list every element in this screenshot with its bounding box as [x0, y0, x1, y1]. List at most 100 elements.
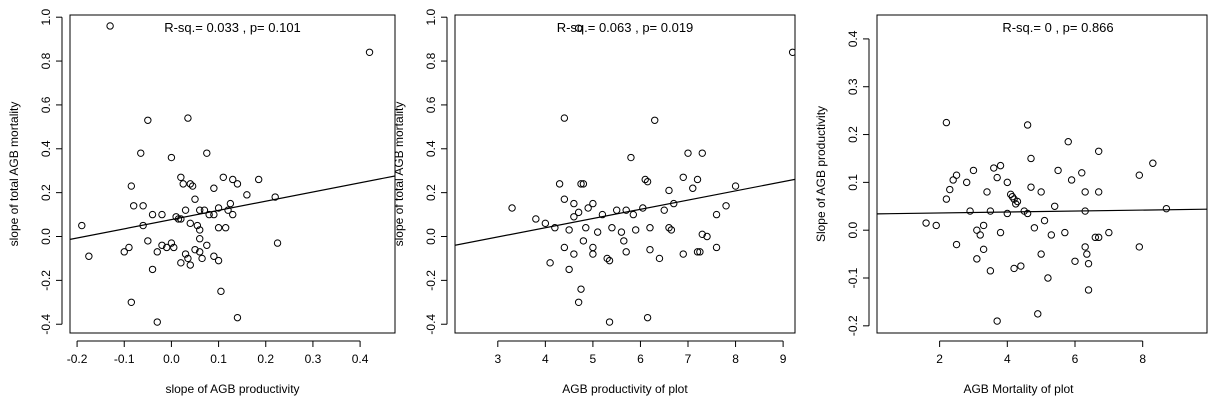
y-tick-label: 0.4: [39, 140, 53, 157]
point: [574, 298, 583, 306]
point: [551, 224, 559, 232]
y-axis-label: Slope of AGB productivity: [814, 106, 828, 242]
point: [144, 237, 152, 245]
point: [186, 219, 194, 228]
point: [574, 208, 583, 217]
point: [508, 204, 516, 212]
fit-line: [455, 178, 795, 246]
point: [996, 161, 1005, 170]
point: [210, 210, 218, 219]
point: [139, 221, 147, 230]
point: [1081, 243, 1089, 251]
x-tick-label: -0.1: [114, 352, 135, 366]
point: [973, 255, 981, 263]
point: [560, 243, 569, 252]
point: [996, 228, 1005, 237]
point: [193, 221, 202, 230]
point: [990, 164, 998, 172]
x-tick-label: 0.1: [210, 352, 227, 366]
x-tick-label: 9: [780, 352, 787, 366]
point: [577, 285, 585, 293]
y-tick-label: 0.8: [39, 52, 53, 69]
point: [226, 199, 235, 208]
point: [179, 180, 187, 188]
x-axis-label: slope of AGB productivity: [165, 382, 299, 396]
point: [684, 149, 692, 157]
point: [1050, 202, 1059, 210]
x-axis-label: AGB productivity of plot: [562, 382, 688, 396]
point: [643, 177, 652, 186]
point: [1094, 233, 1103, 242]
point: [243, 191, 251, 199]
point: [78, 221, 86, 230]
point: [679, 250, 687, 258]
point: [598, 210, 607, 219]
x-tick-label: 6: [637, 352, 644, 366]
point: [1023, 209, 1032, 218]
point: [986, 207, 995, 215]
x-tick-label: 5: [590, 352, 597, 366]
y-tick-label: -0.4: [424, 314, 438, 335]
point: [582, 224, 590, 232]
point: [620, 237, 628, 245]
point: [85, 252, 93, 260]
point: [922, 219, 930, 227]
point: [144, 116, 152, 124]
point: [172, 213, 180, 221]
y-tick-label: 0.0: [39, 228, 53, 245]
annotation: R-sq.= 0.063 , p= 0.019: [557, 20, 694, 35]
point: [622, 248, 630, 256]
point: [693, 248, 702, 256]
point: [186, 261, 194, 269]
point: [698, 230, 706, 239]
point: [993, 173, 1001, 182]
y-tick-label: 0.6: [39, 96, 53, 113]
point: [722, 202, 730, 210]
point: [229, 210, 237, 219]
point: [181, 250, 190, 258]
point: [667, 226, 676, 234]
point: [969, 166, 978, 175]
point: [979, 221, 988, 230]
point: [646, 224, 654, 232]
point: [565, 226, 573, 234]
y-tick-label: 0.4: [846, 30, 860, 47]
point: [589, 199, 597, 208]
point: [106, 22, 114, 30]
point: [1034, 310, 1042, 318]
point: [229, 175, 237, 184]
point: [712, 210, 721, 219]
point: [631, 226, 640, 234]
y-axis-label: slope of total AGB mortality: [392, 102, 406, 247]
point: [129, 202, 138, 210]
point: [1003, 209, 1012, 218]
x-tick-label: 7: [685, 352, 692, 366]
point: [1044, 274, 1052, 282]
point: [731, 182, 740, 190]
y-tick-label: 0.1: [846, 174, 860, 191]
x-tick-label: 3: [494, 352, 501, 366]
plot-box: [454, 14, 796, 334]
point: [1027, 154, 1035, 163]
y-tick-label: 1.0: [424, 9, 438, 26]
y-tick-label: 0.2: [846, 126, 860, 143]
point: [641, 175, 649, 184]
point: [1135, 243, 1144, 251]
point: [125, 243, 133, 252]
point: [210, 184, 218, 192]
point: [660, 206, 668, 214]
point: [1047, 231, 1056, 239]
point: [137, 149, 145, 157]
point: [689, 184, 697, 192]
point: [200, 206, 209, 214]
point: [177, 215, 185, 223]
y-tick-label: -0.2: [424, 270, 438, 291]
y-tick-label: 0.0: [846, 222, 860, 239]
point: [184, 254, 192, 263]
point: [627, 153, 635, 162]
fit-line: [70, 175, 395, 241]
point: [1078, 169, 1086, 177]
point: [170, 243, 178, 252]
point: [196, 248, 204, 256]
